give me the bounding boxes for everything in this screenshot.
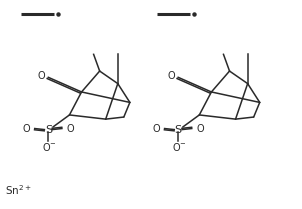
Text: O$^{-}$: O$^{-}$ xyxy=(43,141,57,153)
Text: S: S xyxy=(45,125,52,135)
Text: O: O xyxy=(168,71,175,81)
Text: O: O xyxy=(22,124,30,134)
Text: O: O xyxy=(66,124,74,134)
Text: O: O xyxy=(38,71,46,81)
Text: S: S xyxy=(175,125,182,135)
Text: Sn$^{2+}$: Sn$^{2+}$ xyxy=(5,183,31,197)
Text: O$^{-}$: O$^{-}$ xyxy=(172,141,187,153)
Text: O: O xyxy=(152,124,160,134)
Text: O: O xyxy=(196,124,204,134)
